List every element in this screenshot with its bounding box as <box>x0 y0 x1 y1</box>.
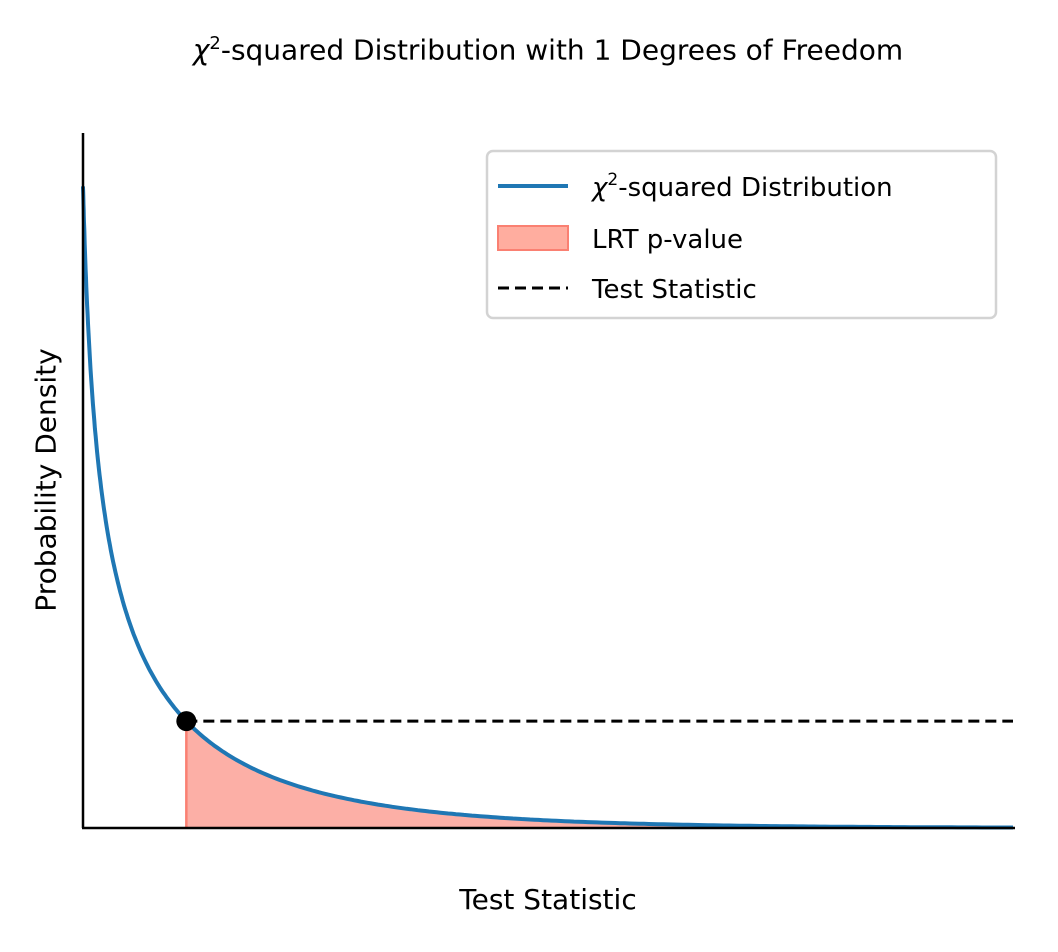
legend-label-distribution: χ2-squared Distribution <box>590 170 893 203</box>
chart-title-sup: 2 <box>209 33 221 54</box>
test-statistic-point <box>176 711 197 732</box>
y-axis-label: Probability Density <box>29 348 63 612</box>
p-value-area <box>186 721 1014 828</box>
chart-title: χ2-squared Distribution with 1 Degrees o… <box>0 33 1058 66</box>
legend-label-distribution-sup: 2 <box>607 170 618 190</box>
legend-label-pvalue: LRT p-value <box>592 225 743 255</box>
legend-swatch-pvalue <box>497 225 569 251</box>
legend-label-distribution-rest: -squared Distribution <box>618 173 892 203</box>
chart-title-text: -squared Distribution with 1 Degrees of … <box>220 33 904 67</box>
legend-label-distribution-greek: χ <box>590 173 609 203</box>
chart-title-greek: χ <box>192 33 210 67</box>
x-axis-label: Test Statistic <box>459 883 637 916</box>
distribution-curve <box>81 186 1013 830</box>
line-layer <box>81 186 1013 830</box>
legend-label-test-statistic: Test Statistic <box>591 275 757 305</box>
legend-frame <box>485 149 998 320</box>
fill-layer <box>185 721 1014 828</box>
legend: χ2-squared Distribution LRT p-value Test… <box>485 149 998 320</box>
